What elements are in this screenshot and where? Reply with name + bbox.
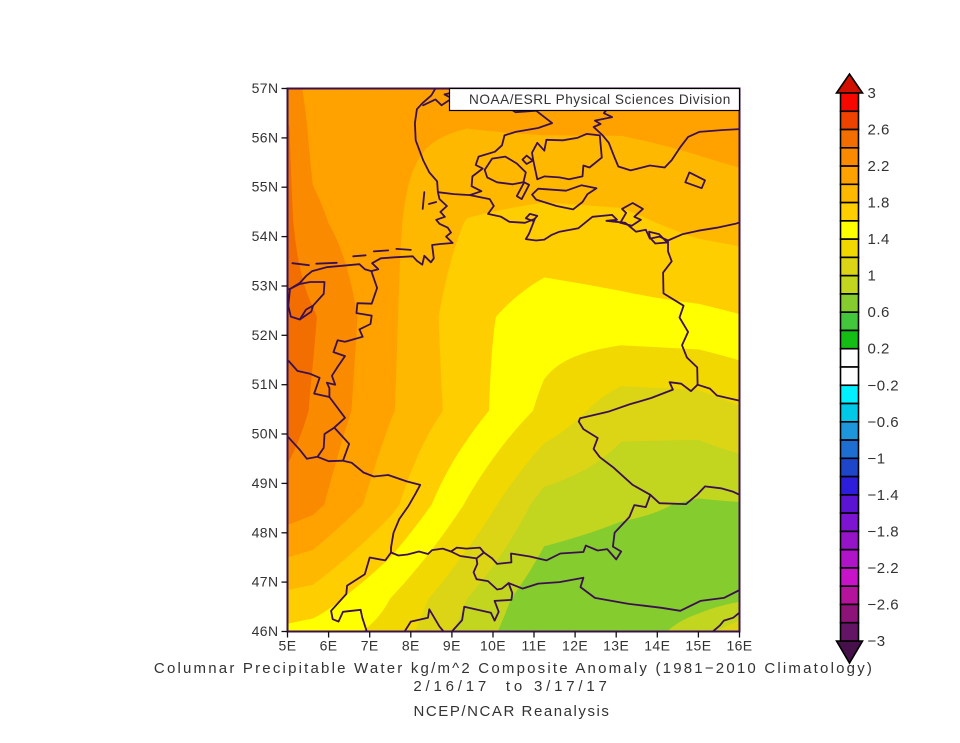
svg-text:2/16/17 to 3/17/17: 2/16/17 to 3/17/17: [413, 678, 610, 695]
svg-text:1.4: 1.4: [868, 231, 890, 248]
svg-text:11E: 11E: [521, 638, 546, 654]
svg-text:5E: 5E: [279, 638, 297, 654]
svg-text:7E: 7E: [361, 638, 379, 654]
svg-text:1: 1: [868, 268, 877, 285]
svg-text:6E: 6E: [320, 638, 338, 654]
svg-text:15E: 15E: [685, 638, 711, 654]
svg-text:10E: 10E: [480, 638, 506, 654]
svg-text:−0.6: −0.6: [868, 414, 900, 431]
svg-text:12E: 12E: [562, 638, 588, 654]
svg-text:54N: 54N: [252, 228, 279, 244]
svg-text:NOAA/ESRL Physical Sciences Di: NOAA/ESRL Physical Sciences Division: [469, 92, 731, 107]
svg-text:46N: 46N: [252, 623, 279, 639]
svg-text:16E: 16E: [726, 638, 752, 654]
svg-text:−1.8: −1.8: [868, 523, 900, 540]
svg-text:53N: 53N: [252, 278, 279, 294]
svg-text:0.2: 0.2: [868, 341, 890, 358]
svg-text:48N: 48N: [252, 524, 279, 540]
svg-text:51N: 51N: [252, 376, 279, 392]
svg-text:55N: 55N: [252, 179, 279, 195]
svg-text:57N: 57N: [252, 80, 279, 96]
svg-text:13E: 13E: [603, 638, 629, 654]
svg-text:−2.6: −2.6: [868, 597, 900, 614]
svg-text:0.6: 0.6: [868, 304, 890, 321]
svg-text:14E: 14E: [644, 638, 670, 654]
svg-text:50N: 50N: [252, 426, 279, 442]
svg-text:3: 3: [868, 85, 877, 102]
svg-text:9E: 9E: [443, 638, 461, 654]
svg-text:Columnar Precipitable Water kg: Columnar Precipitable Water kg/m^2 Compo…: [154, 660, 874, 677]
svg-text:−1.4: −1.4: [868, 487, 900, 504]
svg-text:56N: 56N: [252, 129, 279, 145]
svg-text:2.6: 2.6: [868, 122, 890, 139]
svg-text:−3: −3: [868, 633, 886, 650]
svg-text:−0.2: −0.2: [868, 377, 900, 394]
svg-text:49N: 49N: [252, 475, 279, 491]
svg-text:52N: 52N: [252, 327, 279, 343]
svg-text:NCEP/NCAR Reanalysis: NCEP/NCAR Reanalysis: [414, 703, 611, 720]
svg-text:−1: −1: [868, 450, 886, 467]
svg-text:−2.2: −2.2: [868, 560, 900, 577]
svg-text:47N: 47N: [252, 574, 279, 590]
svg-text:2.2: 2.2: [868, 158, 890, 175]
svg-text:1.8: 1.8: [868, 195, 890, 212]
svg-text:8E: 8E: [402, 638, 420, 654]
